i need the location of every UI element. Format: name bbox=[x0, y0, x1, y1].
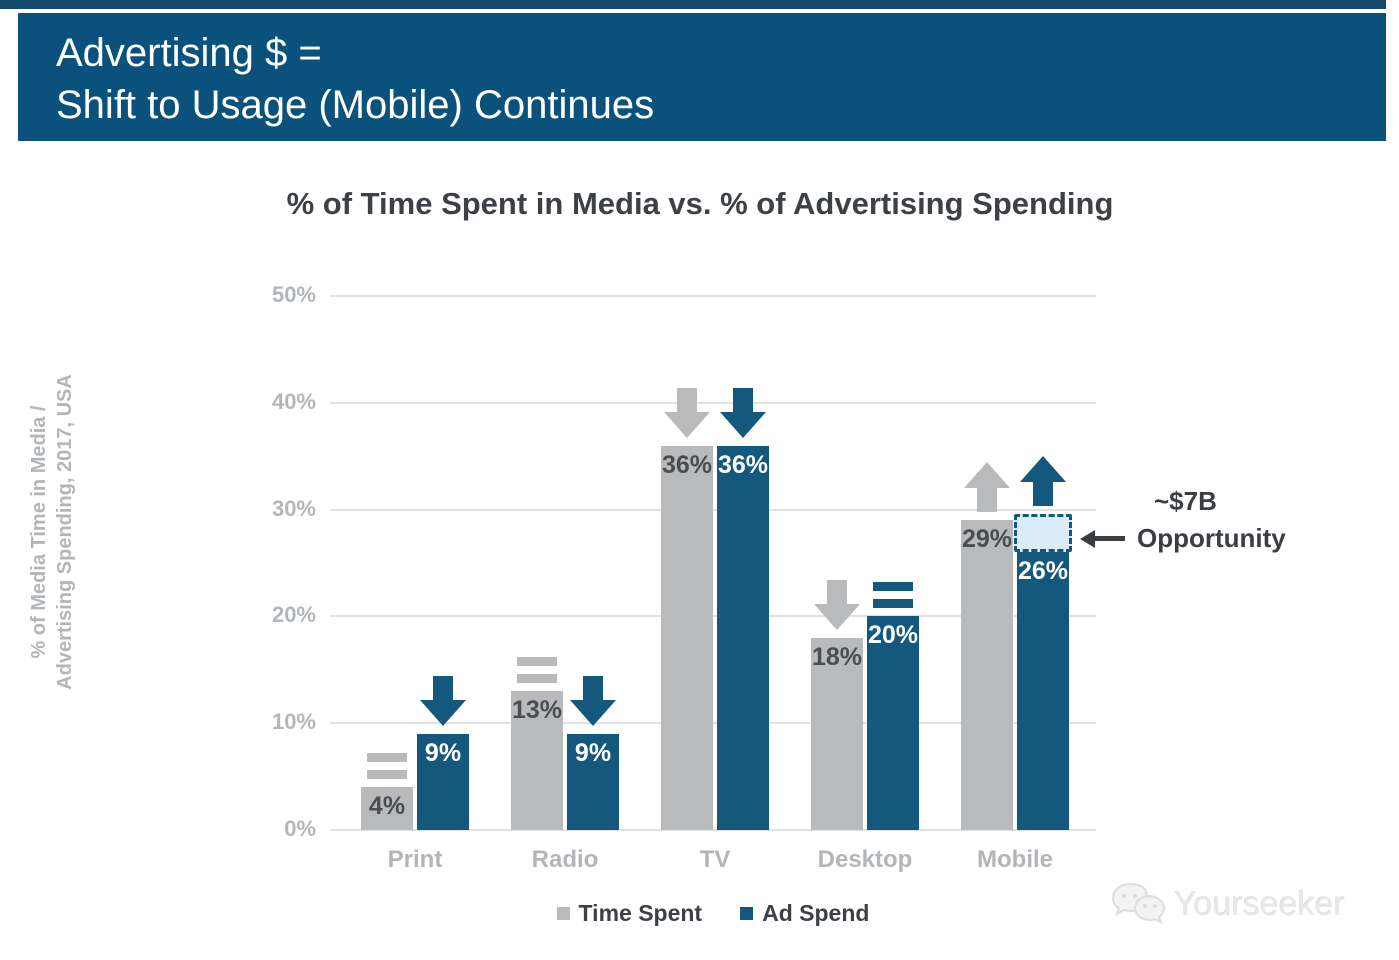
gridline-10 bbox=[330, 722, 1096, 725]
gridline-20 bbox=[330, 615, 1096, 618]
bar-desktop-ad-spend: 20% bbox=[867, 616, 919, 830]
legend-label: Ad Spend bbox=[762, 900, 870, 926]
bar-value-label: 20% bbox=[867, 621, 919, 650]
legend: Time Spent Ad Spend bbox=[330, 900, 1096, 927]
down-arrow-trend-icon bbox=[720, 387, 766, 438]
gridline-40 bbox=[330, 401, 1096, 404]
header-line2: Shift to Usage (Mobile) Continues bbox=[56, 83, 655, 127]
legend-item-ad-spend: Ad Spend bbox=[740, 900, 869, 927]
down-arrow-trend-icon bbox=[570, 675, 616, 726]
legend-item-time-spent: Time Spent bbox=[556, 900, 703, 927]
down-arrow-trend-icon bbox=[814, 579, 860, 630]
bar-value-label: 9% bbox=[574, 738, 612, 767]
equals-top-bar bbox=[367, 753, 407, 763]
y-tick-label-20: 20% bbox=[271, 602, 316, 628]
equals-top-bar bbox=[873, 582, 913, 592]
bar-mobile-ad-spend: 26% bbox=[1017, 552, 1069, 830]
chart-title: % of Time Spent in Media vs. % of Advert… bbox=[286, 186, 1114, 221]
y-tick-label-40: 40% bbox=[271, 388, 316, 414]
legend-swatch bbox=[556, 907, 570, 920]
watermark-text: Yourseeker bbox=[1174, 884, 1345, 923]
y-tick-label-50: 50% bbox=[271, 282, 316, 307]
bar-value-label: 36% bbox=[661, 450, 713, 479]
y-axis-title-line1: % of Media Time in Media / bbox=[28, 405, 50, 659]
up-arrow-trend-icon bbox=[1020, 455, 1066, 506]
x-category-label-desktop: Desktop bbox=[817, 846, 913, 873]
legend-label: Time Spent bbox=[578, 900, 703, 926]
up-arrow-trend-icon bbox=[964, 462, 1010, 513]
y-tick-label-0: 0% bbox=[284, 816, 316, 841]
top-strip bbox=[0, 0, 1386, 9]
annotation-line1: ~$7B bbox=[1154, 486, 1217, 516]
x-category-label-mobile: Mobile bbox=[977, 846, 1053, 873]
opportunity-annotation: ~$7B Opportunity bbox=[1080, 486, 1286, 554]
bar-radio-ad-spend: 9% bbox=[567, 733, 619, 830]
equals-bottom-bar bbox=[517, 674, 557, 684]
watermark: Yourseeker bbox=[1110, 880, 1345, 928]
bar-value-label: 18% bbox=[811, 642, 863, 671]
bar-print-ad-spend: 9% bbox=[417, 733, 469, 830]
equals-bottom-bar bbox=[873, 599, 913, 609]
bar-print-time-spent: 4% bbox=[361, 787, 413, 830]
x-category-label-radio: Radio bbox=[531, 846, 599, 873]
equals-bottom-bar bbox=[367, 770, 407, 780]
gridline-50 bbox=[330, 295, 1096, 297]
y-axis-title: % of Media Time in Media / Advertising S… bbox=[26, 317, 80, 747]
opportunity-gap-box bbox=[1014, 513, 1072, 553]
bar-radio-time-spent: 13% bbox=[511, 691, 563, 830]
bar-desktop-time-spent: 18% bbox=[811, 637, 863, 830]
equals-top-bar bbox=[517, 657, 557, 667]
down-arrow-trend-icon bbox=[420, 675, 466, 726]
legend-swatch bbox=[740, 907, 754, 920]
header-line1: Advertising $ = bbox=[56, 31, 322, 75]
equals-trend-icon bbox=[517, 657, 557, 684]
equals-trend-icon bbox=[367, 753, 407, 780]
bar-value-label: 4% bbox=[368, 792, 406, 821]
equals-trend-icon bbox=[873, 582, 913, 609]
header-banner: Advertising $ = Shift to Usage (Mobile) … bbox=[18, 13, 1386, 141]
bar-value-label: 13% bbox=[511, 696, 563, 725]
chat-bubbles-logo-icon bbox=[1111, 882, 1166, 925]
bar-tv-time-spent: 36% bbox=[661, 445, 713, 830]
bar-tv-ad-spend: 36% bbox=[717, 445, 769, 830]
gridline-0 bbox=[330, 829, 1096, 831]
bar-value-label: 29% bbox=[961, 525, 1013, 554]
y-axis-title-line2: Advertising Spending, 2017, USA bbox=[54, 374, 76, 690]
bar-mobile-time-spent: 29% bbox=[961, 520, 1013, 830]
y-tick-label-30: 30% bbox=[271, 495, 316, 521]
arrow-head bbox=[1080, 529, 1095, 548]
annotation-line2: Opportunity bbox=[1137, 523, 1286, 553]
x-category-label-print: Print bbox=[387, 846, 443, 873]
bar-value-label: 9% bbox=[424, 738, 462, 767]
arrow-shaft bbox=[1095, 536, 1125, 541]
down-arrow-trend-icon bbox=[664, 387, 710, 438]
x-category-label-tv: TV bbox=[699, 846, 731, 873]
y-tick-label-10: 10% bbox=[271, 709, 316, 735]
bar-value-label: 36% bbox=[717, 450, 769, 479]
plot-area: 50% 40% 30% 20% 10% 0% Print 4% 9% Radio 13% 9% TV 36… bbox=[272, 282, 1096, 873]
left-arrow-icon bbox=[1080, 529, 1125, 548]
gridline-30 bbox=[330, 508, 1096, 511]
bar-value-label: 26% bbox=[1017, 557, 1069, 586]
